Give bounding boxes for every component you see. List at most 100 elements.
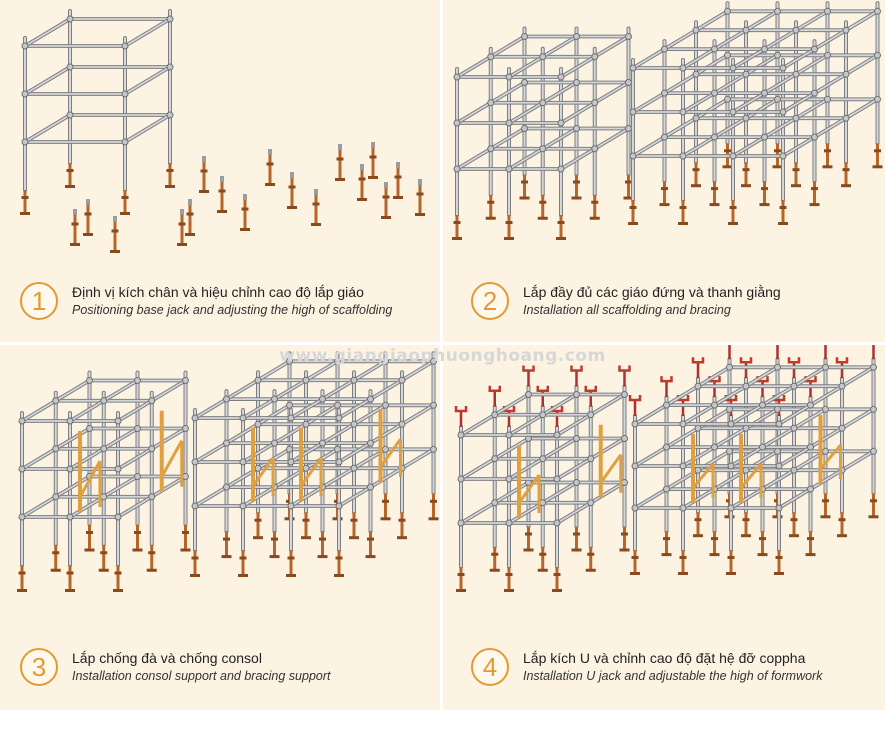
joint-ring bbox=[587, 411, 595, 419]
joint-ring bbox=[18, 513, 26, 521]
joint-ring bbox=[692, 70, 700, 78]
jack-nut bbox=[557, 221, 565, 224]
joint-ring bbox=[100, 397, 108, 405]
joint-ring bbox=[807, 443, 814, 451]
jack-plate bbox=[709, 203, 720, 207]
joint-ring bbox=[573, 33, 580, 40]
joint-ring bbox=[302, 420, 310, 428]
joint-ring bbox=[625, 125, 632, 132]
jack-plate bbox=[113, 589, 123, 592]
jack-nut bbox=[661, 187, 668, 191]
jack-nut bbox=[200, 169, 208, 173]
joint-ring bbox=[631, 504, 639, 512]
jack-nut bbox=[271, 537, 278, 541]
joint-ring bbox=[729, 152, 737, 160]
joint-ring bbox=[573, 125, 580, 132]
pipe bbox=[745, 10, 779, 32]
brace-support bbox=[739, 463, 763, 489]
pipe bbox=[150, 475, 187, 498]
joint-ring bbox=[761, 133, 768, 141]
joint-ring bbox=[334, 357, 341, 365]
pipe bbox=[54, 475, 91, 498]
jack-nut bbox=[711, 187, 718, 191]
pipe bbox=[632, 48, 666, 69]
joint-ring bbox=[367, 483, 374, 491]
jack-nut bbox=[631, 556, 639, 559]
jack-plate bbox=[722, 165, 733, 169]
jack-stub bbox=[113, 216, 117, 222]
pipe bbox=[508, 147, 544, 170]
jack-plate bbox=[661, 553, 672, 557]
joint-ring bbox=[694, 466, 702, 474]
jack-plate bbox=[523, 548, 534, 552]
pipe bbox=[795, 54, 829, 76]
jack-nut bbox=[711, 537, 718, 541]
pipe bbox=[508, 413, 544, 436]
joint-ring bbox=[334, 445, 341, 453]
joint-ring bbox=[591, 53, 599, 61]
joint-ring bbox=[430, 401, 437, 409]
jack-plate bbox=[65, 185, 75, 188]
joint-ring bbox=[134, 377, 141, 384]
joint-ring bbox=[553, 519, 561, 527]
pipe bbox=[682, 446, 716, 467]
pipe bbox=[795, 98, 829, 120]
step-1-caption: 1 Định vị kích chân và hiệu chỉnh cao độ… bbox=[20, 282, 392, 320]
joint-ring bbox=[692, 114, 700, 122]
joint-ring bbox=[711, 443, 718, 451]
jack-nut bbox=[694, 518, 702, 522]
brace-support bbox=[160, 440, 184, 478]
pipe bbox=[150, 379, 187, 402]
pipe bbox=[102, 475, 139, 498]
jack-plate bbox=[50, 568, 61, 572]
pipe bbox=[273, 379, 307, 400]
pipe bbox=[242, 486, 276, 507]
pipe bbox=[273, 423, 307, 444]
step-4-number: 4 bbox=[471, 648, 509, 686]
jack-nut bbox=[525, 532, 532, 536]
jack-plate bbox=[177, 243, 187, 246]
jack-nut bbox=[66, 571, 74, 575]
pipe bbox=[560, 101, 596, 124]
joint-ring bbox=[148, 445, 156, 453]
joint-ring bbox=[166, 111, 174, 119]
jack-plate bbox=[820, 515, 831, 519]
jack-plate bbox=[397, 536, 407, 540]
jack-nut bbox=[621, 532, 628, 536]
joint-ring bbox=[182, 473, 189, 480]
joint-ring bbox=[838, 382, 846, 390]
joint-ring bbox=[21, 138, 29, 146]
jack-plate bbox=[381, 216, 391, 219]
pipe bbox=[401, 448, 435, 470]
pipe bbox=[194, 442, 228, 463]
jack-plate bbox=[485, 216, 496, 220]
joint-ring bbox=[335, 502, 343, 510]
joint-ring bbox=[679, 152, 687, 160]
joint-ring bbox=[382, 401, 389, 409]
joint-ring bbox=[319, 439, 326, 447]
pipe bbox=[634, 446, 668, 467]
joint-ring bbox=[100, 493, 108, 501]
joint-ring bbox=[621, 391, 628, 398]
pipe bbox=[54, 379, 91, 402]
jack-plate bbox=[619, 548, 630, 552]
jack-plate bbox=[678, 222, 688, 225]
joint-ring bbox=[822, 363, 829, 371]
joint-ring bbox=[254, 376, 262, 384]
joint-ring bbox=[287, 502, 295, 510]
pipe bbox=[194, 486, 228, 507]
jack-stub bbox=[202, 156, 206, 162]
jack-nut bbox=[775, 556, 783, 559]
brace-support bbox=[78, 460, 102, 498]
joint-ring bbox=[487, 53, 495, 61]
jack-plate bbox=[335, 178, 345, 181]
jack-nut bbox=[742, 518, 750, 522]
jack-plate bbox=[659, 203, 670, 207]
pipe bbox=[541, 481, 578, 504]
pipe bbox=[508, 55, 544, 78]
joint-ring bbox=[491, 499, 499, 507]
pipe bbox=[793, 408, 827, 430]
jack-plate bbox=[759, 203, 770, 207]
jack-nut bbox=[521, 180, 528, 184]
jack-nut bbox=[239, 556, 247, 560]
